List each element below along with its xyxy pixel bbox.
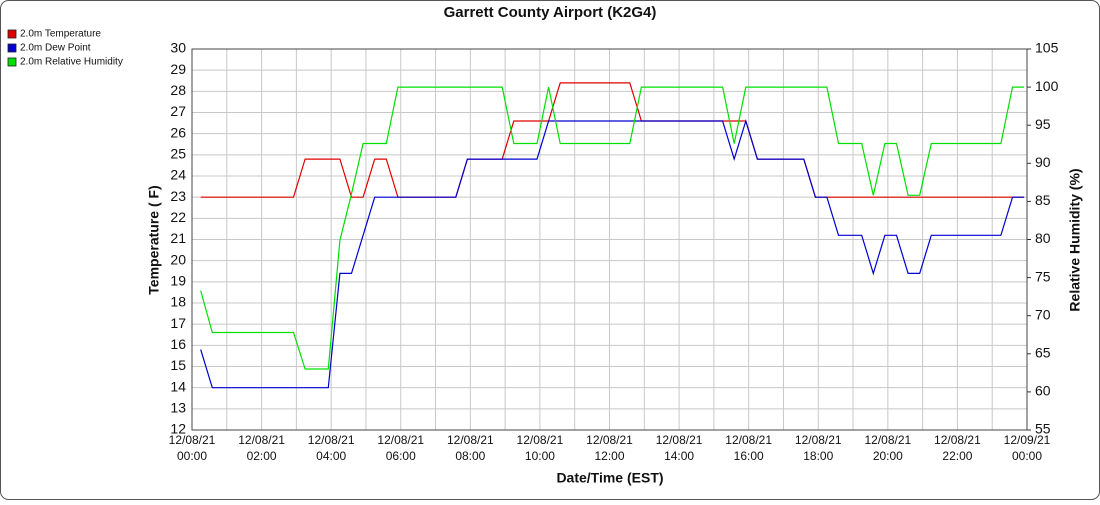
x-tick-label: 12/08/21 06:00: [377, 433, 424, 463]
legend-label: 2.0m Relative Humidity: [20, 57, 123, 68]
y2-tick-label: 55: [1035, 421, 1051, 437]
y-tick-label: 22: [170, 209, 186, 225]
x-tick-label-line: 12/08/21: [725, 433, 772, 447]
y-tick-label: 30: [170, 40, 186, 56]
x-tick-label: 12/09/21 00:00: [1004, 433, 1051, 463]
y2-tick-label: 70: [1035, 306, 1051, 322]
y2-tick-label: 80: [1035, 230, 1051, 246]
x-tick-label-line: 14:00: [664, 449, 694, 463]
x-tick-label: 12/08/21 14:00: [656, 433, 703, 463]
y-tick-label: 12: [170, 421, 186, 437]
y-tick-label: 21: [170, 230, 186, 246]
x-tick-label-line: 12/08/21: [934, 433, 981, 447]
x-tick-label: 12/08/21 08:00: [447, 433, 494, 463]
y-tick-label: 25: [170, 146, 186, 162]
x-tick-label-line: 12/08/21: [795, 433, 842, 447]
x-tick-label: 12/08/21 04:00: [308, 433, 355, 463]
x-tick-label-line: 12/08/21: [656, 433, 703, 447]
x-tick-label: 12/08/21 18:00: [795, 433, 842, 463]
legend-swatch: [7, 57, 17, 67]
y-tick-label: 19: [170, 273, 186, 289]
x-tick-label-line: 12/08/21: [377, 433, 424, 447]
y2-tick-label: 90: [1035, 154, 1051, 170]
x-tick-label-line: 12:00: [594, 449, 624, 463]
y-tick-label: 24: [170, 167, 186, 183]
x-tick-label-line: 02:00: [247, 449, 277, 463]
y-tick-label: 15: [170, 357, 186, 373]
y-tick-label: 16: [170, 336, 186, 352]
x-tick-label-line: 10:00: [525, 449, 555, 463]
series-line: [200, 82, 1025, 198]
x-tick-label: 12/08/21 22:00: [934, 433, 981, 463]
x-tick-label-line: 12/08/21: [864, 433, 911, 447]
y-tick-label: 27: [170, 103, 186, 119]
y-tick-label: 26: [170, 124, 186, 140]
x-tick-label-line: 12/08/21: [517, 433, 564, 447]
x-tick-label-line: 00:00: [1012, 449, 1042, 463]
y2-tick-label: 100: [1035, 78, 1059, 94]
legend-label: 2.0m Temperature: [20, 29, 101, 40]
y-tick-label: 14: [170, 378, 186, 394]
series-line: [200, 118, 1025, 389]
legend-label: 2.0m Dew Point: [20, 43, 91, 54]
x-tick-label-line: 12/08/21: [169, 433, 216, 447]
y-tick-label: 23: [170, 188, 186, 204]
y-tick-label: 28: [170, 82, 186, 98]
x-tick-label-line: 08:00: [455, 449, 485, 463]
series-line: [200, 86, 1025, 370]
y2-tick-label: 85: [1035, 192, 1051, 208]
y2-tick-label: 60: [1035, 383, 1051, 399]
y-tick-label: 29: [170, 61, 186, 77]
y2-tick-label: 75: [1035, 268, 1051, 284]
chart-title: Garrett County Airport (K2G4): [444, 4, 657, 21]
x-tick-label: 12/08/21 20:00: [864, 433, 911, 463]
x-tick-label: 12/08/21 16:00: [725, 433, 772, 463]
y-tick-label: 18: [170, 294, 186, 310]
x-tick-label-line: 12/08/21: [447, 433, 494, 447]
x-tick-label-line: 12/08/21: [586, 433, 633, 447]
x-tick-label-line: 16:00: [734, 449, 764, 463]
y2-axis-title: Relative Humidity (%): [1067, 168, 1083, 311]
legend-swatch: [7, 29, 17, 39]
y-tick-label: 20: [170, 251, 186, 267]
y2-tick-label: 105: [1035, 40, 1059, 56]
y2-tick-label: 65: [1035, 345, 1051, 361]
x-tick-label-line: 04:00: [316, 449, 346, 463]
y-tick-label: 13: [170, 400, 186, 416]
x-tick-label-line: 18:00: [803, 449, 833, 463]
x-tick-label: 12/08/21 00:00: [169, 433, 216, 463]
x-tick-label: 12/08/21 10:00: [517, 433, 564, 463]
legend-swatch: [7, 43, 17, 53]
x-tick-label-line: 20:00: [873, 449, 903, 463]
x-tick-label-line: 22:00: [942, 449, 972, 463]
x-tick-label-line: 00:00: [177, 449, 207, 463]
x-tick-label-line: 12/08/21: [238, 433, 285, 447]
x-axis-title: Date/Time (EST): [556, 470, 663, 486]
y-axis-title: Temperature ( F): [146, 185, 162, 294]
plot-frame: [191, 48, 1028, 431]
y-tick-label: 17: [170, 315, 186, 331]
x-tick-label: 12/08/21 12:00: [586, 433, 633, 463]
x-tick-label-line: 06:00: [386, 449, 416, 463]
x-tick-label-line: 12/09/21: [1004, 433, 1051, 447]
x-tick-label: 12/08/21 02:00: [238, 433, 285, 463]
y2-tick-label: 95: [1035, 116, 1051, 132]
x-tick-label-line: 12/08/21: [308, 433, 355, 447]
